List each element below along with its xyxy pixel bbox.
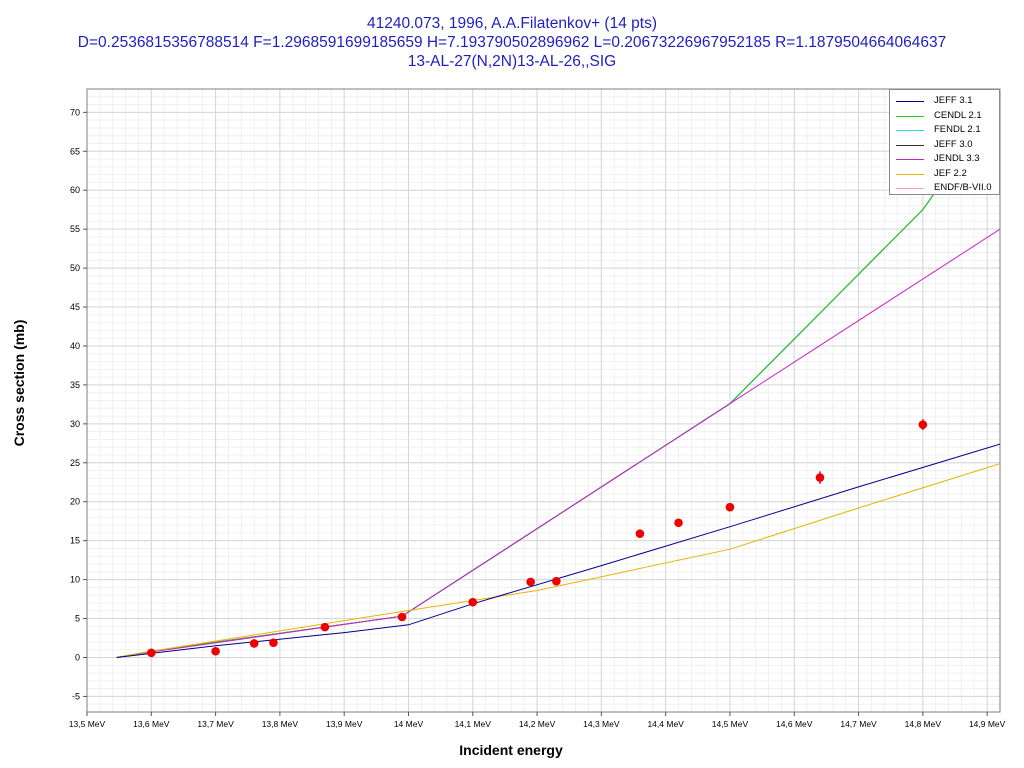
y-tick-label: 40 bbox=[70, 341, 80, 351]
experimental-point bbox=[815, 473, 825, 482]
y-tick-label: 30 bbox=[70, 419, 80, 429]
y-tick-label: 70 bbox=[70, 107, 80, 117]
plot-area-frame bbox=[86, 88, 1001, 713]
experimental-point bbox=[552, 576, 561, 586]
axis-ticks: 13,5 MeV 13,6 MeV 13,7 MeV 13,8 MeV 13,9 MeV… bbox=[69, 107, 1006, 729]
y-tick-label: 50 bbox=[70, 263, 80, 273]
legend-label: JEFF 3.1 bbox=[934, 95, 973, 106]
y-tick-label: 55 bbox=[70, 224, 80, 234]
y-tick-label: 5 bbox=[75, 614, 80, 624]
y-tick-label: -5 bbox=[72, 691, 80, 701]
x-axis-label: Incident energy bbox=[459, 742, 563, 758]
legend-label: FENDL 2.1 bbox=[934, 124, 981, 135]
x-tick-label: 13,9 MeV bbox=[326, 719, 363, 729]
legend-item: CENDL 2.1 bbox=[890, 109, 999, 124]
series-line-cendl-2-1 bbox=[116, 182, 943, 658]
experimental-point bbox=[397, 612, 407, 622]
x-tick-label: 14,1 MeV bbox=[455, 719, 492, 729]
legend-label: JENDL 3.3 bbox=[934, 153, 980, 164]
legend-item: JEF 2.2 bbox=[890, 167, 999, 182]
y-tick-label: 0 bbox=[75, 652, 80, 662]
legend-item: JEFF 3.1 bbox=[890, 94, 999, 109]
chart-legend: JEFF 3.1 CENDL 2.1 FENDL 2.1 JEFF 3.0 JENDL … bbox=[889, 89, 1000, 195]
y-tick-label: 35 bbox=[70, 380, 80, 390]
series-line-fendl-2-1 bbox=[116, 182, 943, 658]
x-tick-label: 14,7 MeV bbox=[840, 719, 877, 729]
experimental-point bbox=[635, 529, 645, 538]
x-tick-label: 14,6 MeV bbox=[776, 719, 813, 729]
chart-title-block: 41240.073, 1996, A.A.Filatenkov+ (14 pts… bbox=[0, 14, 1024, 71]
chart-title: 41240.073, 1996, A.A.Filatenkov+ (14 pts… bbox=[367, 15, 657, 32]
legend-item: JEFF 3.0 bbox=[890, 138, 999, 153]
legend-item: ENDF/B-VII.0 bbox=[890, 181, 999, 196]
legend-label: ENDF/B-VII.0 bbox=[934, 182, 992, 193]
legend-swatch bbox=[896, 173, 924, 175]
y-tick-label: 25 bbox=[70, 458, 80, 468]
series-line-jendl-3-3 bbox=[116, 228, 1000, 658]
legend-swatch bbox=[896, 101, 924, 102]
x-tick-label: 13,7 MeV bbox=[197, 719, 234, 729]
series-line-jef-2-2 bbox=[116, 463, 1000, 658]
chart-reaction: 13-AL-27(N,2N)13-AL-26,,SIG bbox=[407, 53, 617, 70]
legend-swatch bbox=[896, 188, 924, 189]
legend-item: JENDL 3.3 bbox=[890, 152, 999, 167]
legend-swatch bbox=[896, 144, 924, 146]
y-tick-label: 15 bbox=[70, 536, 80, 546]
legend-label: JEF 2.2 bbox=[934, 167, 967, 179]
experimental-point bbox=[211, 646, 220, 656]
x-tick-label: 14 MeV bbox=[394, 719, 424, 729]
data-series bbox=[116, 182, 1000, 658]
series-line-endf-b-vii-0 bbox=[116, 182, 943, 658]
experimental-point bbox=[468, 597, 478, 607]
legend-swatch bbox=[896, 130, 924, 131]
experimental-point bbox=[725, 502, 735, 512]
x-tick-label: 13,5 MeV bbox=[69, 719, 106, 729]
y-axis-label: Cross section (mb) bbox=[11, 319, 27, 447]
legend-item: FENDL 2.1 bbox=[890, 123, 999, 138]
y-tick-label: 45 bbox=[70, 302, 80, 312]
legend-label: CENDL 2.1 bbox=[934, 109, 982, 121]
experimental-point bbox=[526, 577, 535, 587]
x-tick-label: 14,2 MeV bbox=[519, 719, 556, 729]
experimental-point bbox=[674, 518, 683, 528]
y-tick-label: 60 bbox=[70, 185, 80, 195]
experimental-point bbox=[146, 648, 156, 658]
x-tick-label: 14,8 MeV bbox=[905, 719, 942, 729]
experimental-point bbox=[249, 639, 259, 648]
series-line-jeff-3-0 bbox=[116, 182, 943, 658]
x-tick-label: 14,4 MeV bbox=[647, 719, 684, 729]
experimental-point bbox=[918, 420, 928, 429]
grid-lines bbox=[86, 88, 1001, 713]
experimental-point bbox=[320, 622, 330, 632]
legend-swatch bbox=[896, 115, 924, 117]
x-tick-label: 14,9 MeV bbox=[969, 719, 1006, 729]
experimental-point bbox=[269, 638, 278, 647]
y-tick-label: 65 bbox=[70, 146, 80, 156]
chart-parameters: D=0.2536815356788514 F=1.296859169918565… bbox=[77, 34, 947, 51]
y-tick-label: 10 bbox=[70, 575, 80, 585]
series-line-jeff-3-1 bbox=[116, 443, 1000, 658]
y-tick-label: 20 bbox=[70, 497, 80, 507]
x-tick-label: 14,3 MeV bbox=[583, 719, 620, 729]
experimental-points bbox=[146, 419, 928, 658]
legend-swatch bbox=[896, 159, 924, 160]
x-tick-label: 13,8 MeV bbox=[262, 719, 299, 729]
legend-label: JEFF 3.0 bbox=[934, 138, 973, 150]
x-tick-label: 13,6 MeV bbox=[133, 719, 170, 729]
x-tick-label: 14,5 MeV bbox=[712, 719, 749, 729]
